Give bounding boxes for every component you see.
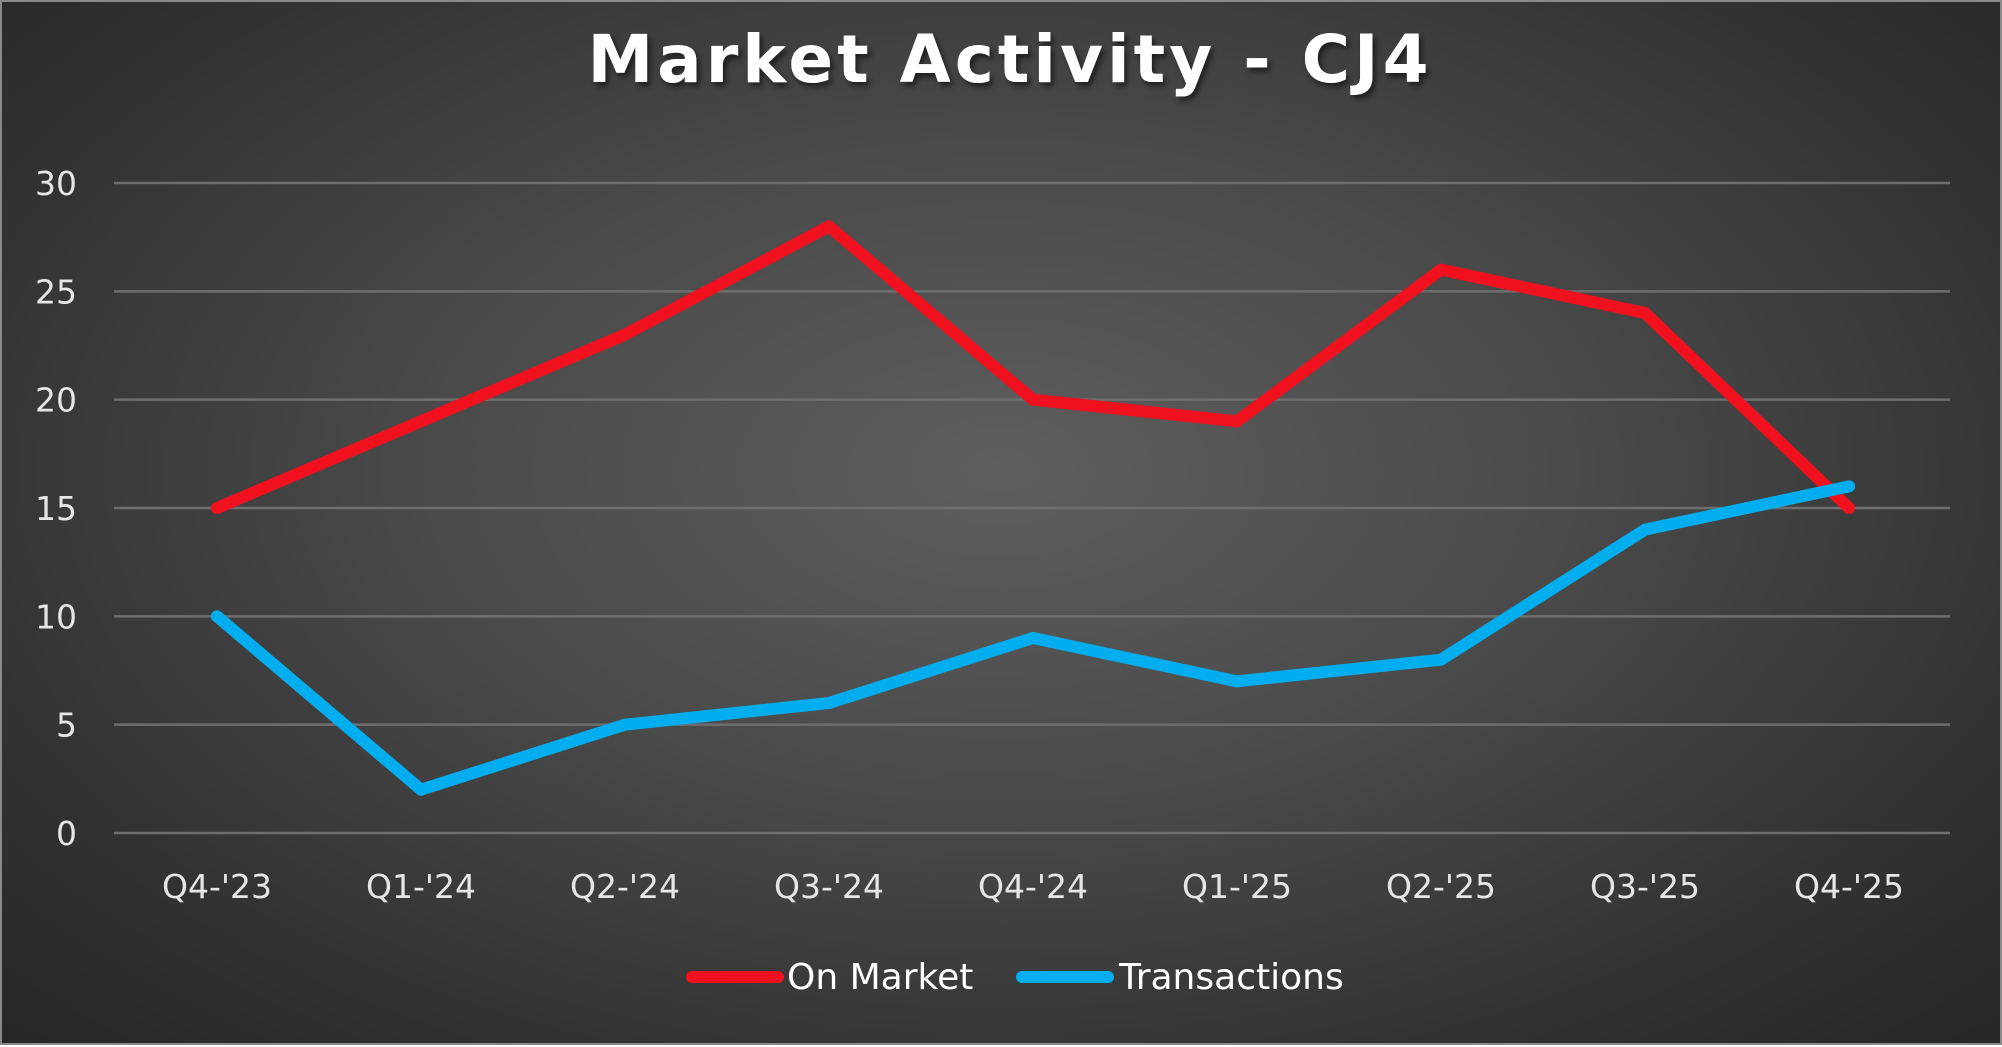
transactions-point — [1435, 653, 1447, 666]
y-tick-label: 15 — [35, 489, 77, 528]
x-tick-label: Q1-'25 — [1182, 867, 1292, 906]
x-tick-label: Q2-'25 — [1386, 867, 1496, 906]
transactions-point — [1843, 480, 1855, 493]
transactions-point — [1231, 675, 1243, 688]
x-tick-label: Q2-'24 — [570, 867, 680, 906]
x-tick-label: Q3-'24 — [774, 867, 884, 906]
transactions-point — [619, 718, 631, 731]
x-tick-label: Q4-'24 — [978, 867, 1088, 906]
on-market-point — [415, 415, 427, 428]
gridlines — [114, 181, 1950, 835]
y-axis-tick-labels: 0 5 10 15 20 25 30 — [35, 164, 77, 853]
transactions-point — [211, 610, 223, 623]
legend-label-transactions: Transactions — [1118, 957, 1344, 998]
y-tick-label: 10 — [35, 597, 77, 636]
legend-item-on-market[interactable]: On Market — [686, 957, 973, 998]
x-tick-label: Q1-'24 — [366, 867, 476, 906]
on-market-point — [1231, 415, 1243, 428]
on-market-point — [1435, 263, 1447, 276]
y-tick-label: 25 — [35, 272, 77, 311]
on-market-point — [619, 328, 631, 341]
on-market-point — [1639, 307, 1651, 319]
chart-title: Market Activity - CJ4 — [587, 21, 1432, 98]
on-market-line — [211, 220, 1855, 514]
x-tick-label: Q3-'25 — [1590, 867, 1700, 906]
on-market-point — [823, 220, 835, 233]
on-market-point — [211, 502, 223, 514]
transactions-point — [415, 783, 427, 796]
transactions-point — [1639, 523, 1651, 536]
x-tick-label: Q4-'25 — [1794, 867, 1904, 906]
x-axis-tick-labels: Q4-'23 Q1-'24 Q2-'24 Q3-'24 Q4-'24 Q1-'25 Q2-'… — [162, 867, 1904, 906]
y-tick-label: 5 — [56, 706, 77, 745]
y-tick-label: 0 — [56, 814, 77, 853]
x-tick-label: Q4-'23 — [162, 867, 272, 906]
transactions-point — [823, 697, 835, 709]
transactions-point — [1027, 632, 1039, 644]
legend-label-on-market: On Market — [787, 957, 973, 998]
legend: On Market Transactions — [686, 957, 1344, 998]
legend-item-transactions[interactable]: Transactions — [1016, 957, 1344, 998]
on-market-point — [1843, 502, 1855, 514]
on-market-point — [1027, 393, 1039, 406]
y-tick-label: 30 — [35, 164, 77, 203]
y-tick-label: 20 — [35, 381, 77, 420]
series-lines — [211, 220, 1855, 796]
